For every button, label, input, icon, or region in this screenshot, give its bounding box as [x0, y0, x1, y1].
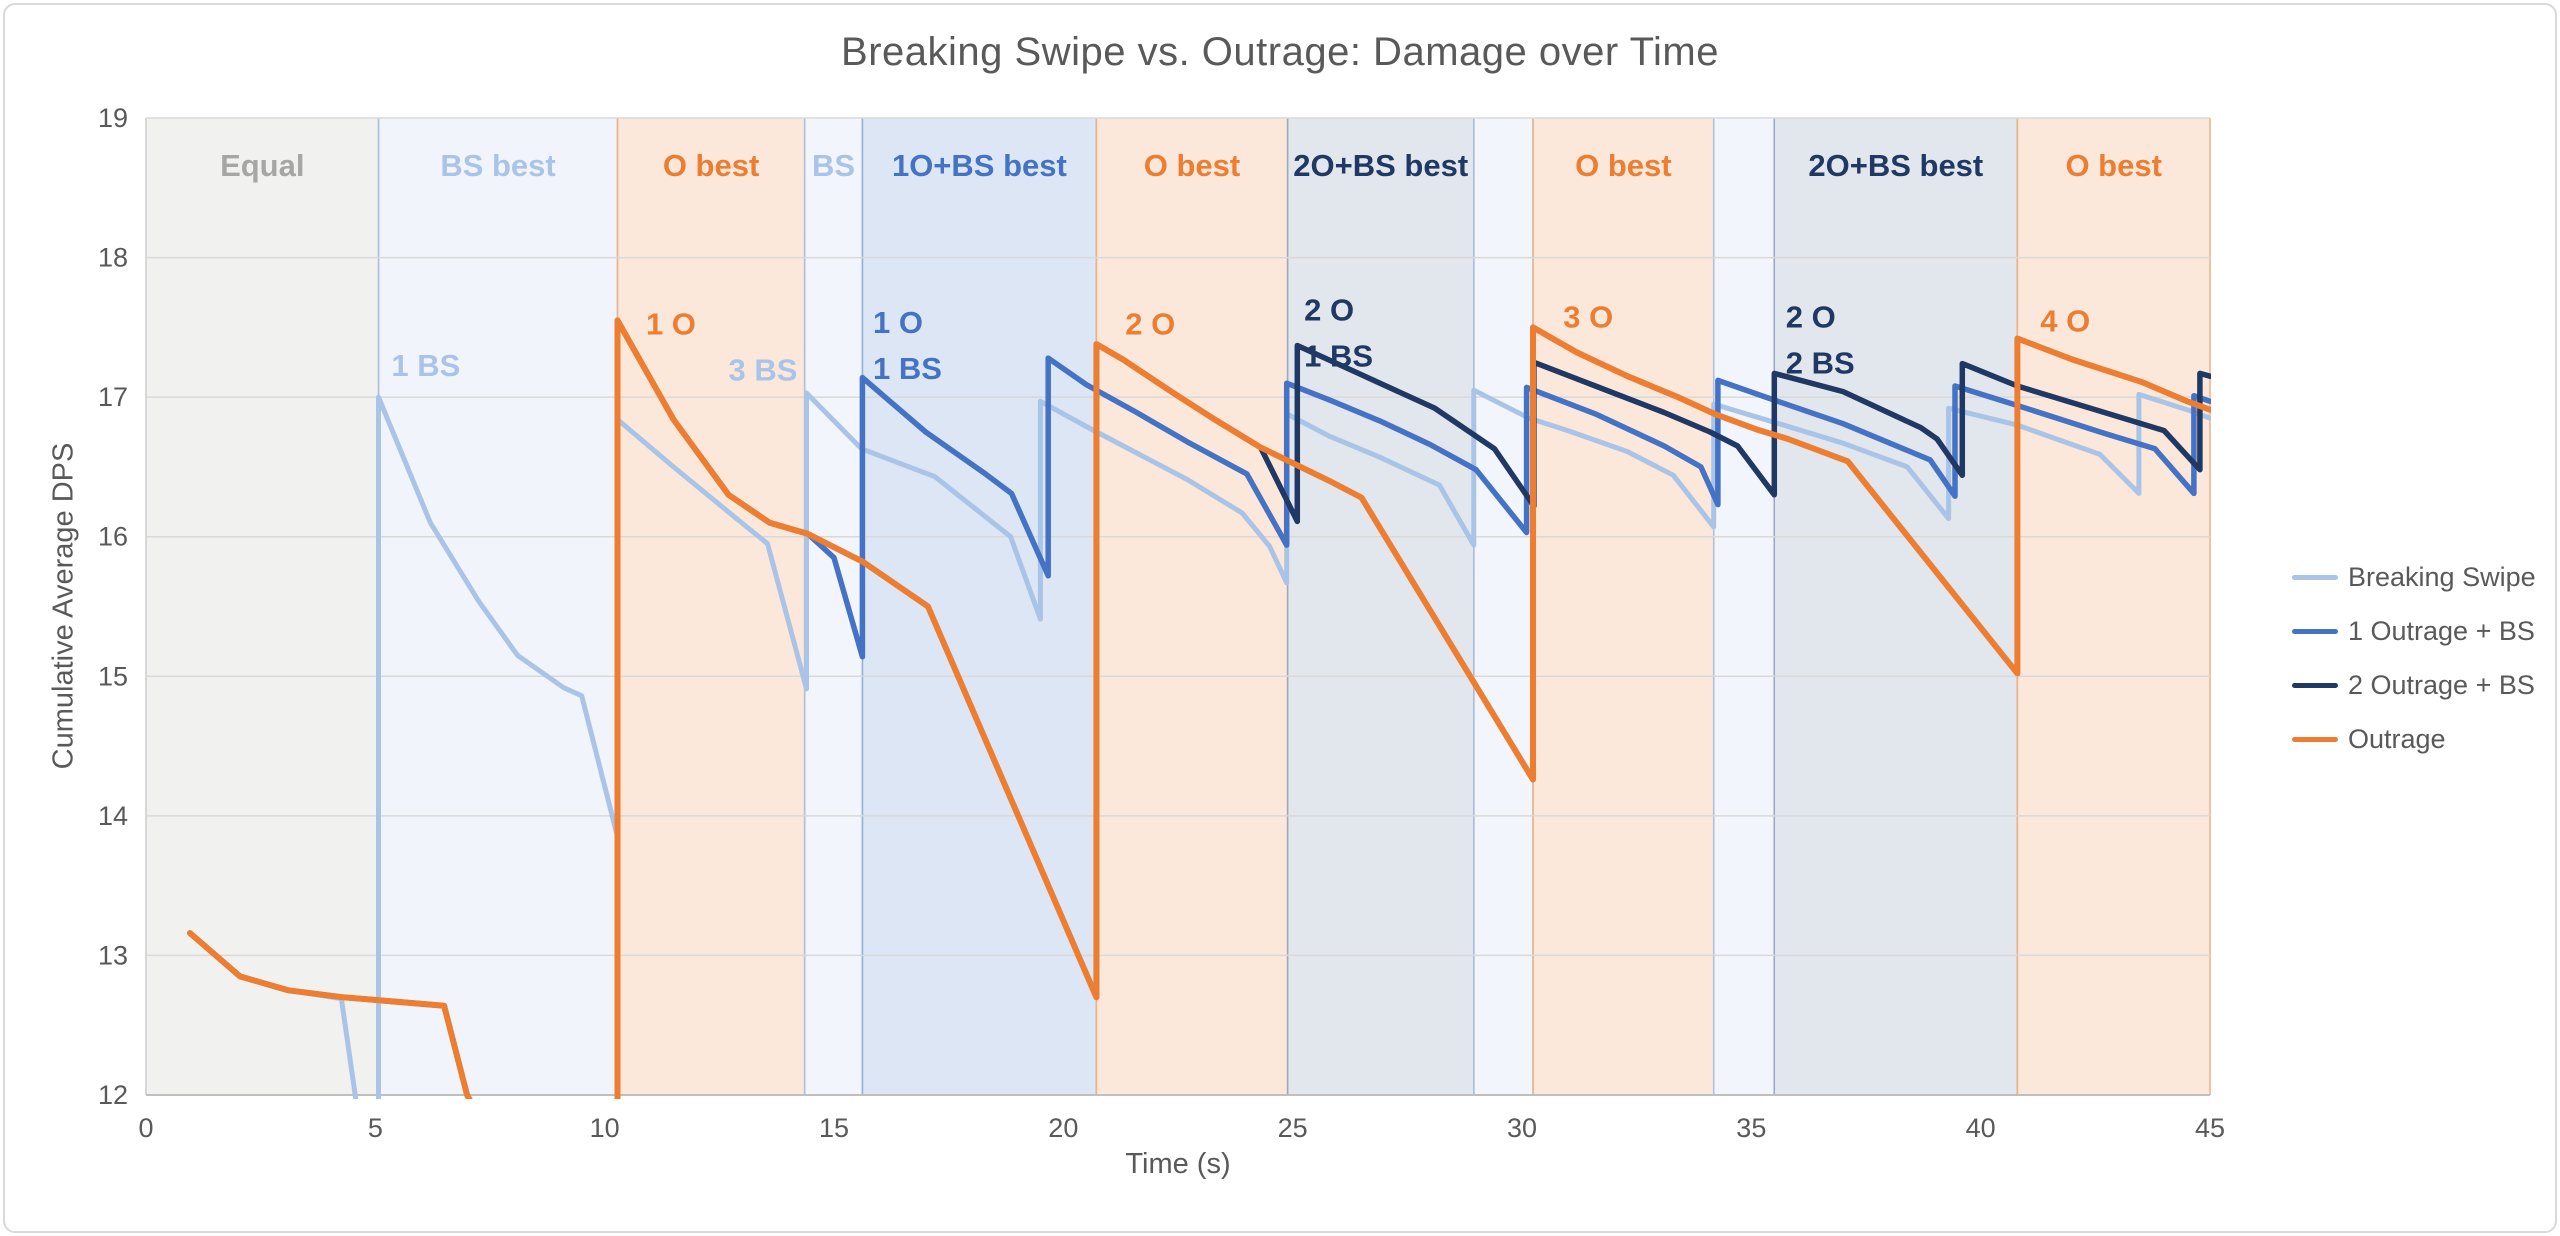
bands-layer — [145, 118, 2211, 1095]
region-band-5 — [1096, 118, 1288, 1095]
region-band-3 — [804, 118, 863, 1095]
annotation-3-o: 3 O — [1563, 299, 1613, 334]
region-band-6 — [1287, 118, 1474, 1095]
y-tick-16: 16 — [98, 522, 128, 552]
chart-title: Breaking Swipe vs. Outrage: Damage over … — [841, 30, 1719, 74]
region-band-1 — [378, 118, 618, 1095]
annotation-1-bs: 1 BS — [391, 348, 460, 383]
band-label-equal: Equal — [220, 148, 304, 183]
legend-item-2-outrage-bs: 2 Outrage + BS — [2292, 658, 2536, 712]
annotation-3-bs: 3 BS — [729, 352, 798, 387]
region-band-0 — [146, 118, 379, 1095]
y-tick-15: 15 — [98, 661, 128, 691]
legend-label: Outrage — [2348, 723, 2446, 754]
annotation-1-o: 1 O — [646, 306, 696, 341]
legend-label: 2 Outrage + BS — [2348, 669, 2535, 700]
legend-item-outrage: Outrage — [2292, 712, 2536, 766]
region-band-8 — [1533, 118, 1714, 1095]
x-tick-20: 20 — [1048, 1113, 1078, 1143]
legend-item-breaking-swipe: Breaking Swipe — [2292, 550, 2536, 604]
x-tick-40: 40 — [1966, 1113, 1996, 1143]
region-band-10 — [1774, 118, 2018, 1095]
y-axis-title: Cumulative Average DPS — [47, 442, 80, 770]
y-tick-14: 14 — [98, 801, 128, 831]
y-tick-17: 17 — [98, 382, 128, 412]
band-label-o-best: O best — [1575, 148, 1671, 183]
legend-item-1-outrage-bs: 1 Outrage + BS — [2292, 604, 2536, 658]
band-label-o-best: O best — [2065, 148, 2161, 183]
band-label-2o-bs-best: 2O+BS best — [1808, 148, 1983, 183]
legend-swatch-icon — [2292, 574, 2338, 580]
legend-swatch-icon — [2292, 628, 2338, 634]
x-tick-25: 25 — [1278, 1113, 1308, 1143]
region-band-9 — [1713, 118, 1775, 1095]
annotation-4-o: 4 O — [2040, 304, 2090, 339]
region-band-11 — [2017, 118, 2210, 1095]
y-tick-18: 18 — [98, 243, 128, 273]
region-band-4 — [862, 118, 1097, 1095]
band-label-bs: BS — [812, 148, 855, 183]
y-tick-13: 13 — [98, 940, 128, 970]
legend-swatch-icon — [2292, 682, 2338, 688]
gridlines-layer — [146, 117, 2210, 1096]
series-layer — [187, 317, 2211, 1099]
series-outrage — [187, 317, 2211, 1099]
legend-label: 1 Outrage + BS — [2348, 615, 2535, 646]
x-tick-45: 45 — [2195, 1113, 2225, 1143]
x-axis-title: Time (s) — [1125, 1148, 1231, 1180]
band-label-2o-bs-best: 2O+BS best — [1293, 148, 1468, 183]
band-label-o-best: O best — [663, 148, 759, 183]
x-tick-30: 30 — [1507, 1113, 1537, 1143]
x-tick-5: 5 — [368, 1113, 383, 1143]
region-band-2 — [617, 118, 805, 1095]
y-tick-12: 12 — [98, 1080, 128, 1110]
band-labels-layer: Equal BS best O best BS 1O+BS best O best 2O+B… — [220, 148, 2162, 183]
legend-swatch-icon — [2292, 736, 2338, 742]
annotation-2-o: 2 O — [1125, 306, 1175, 341]
x-tick-0: 0 — [138, 1113, 153, 1143]
series-breaking-swipe — [187, 387, 2211, 1099]
legend: Breaking Swipe 1 Outrage + BS 2 Outrage + … — [2292, 550, 2536, 766]
band-label-o-best: O best — [1144, 148, 1240, 183]
x-tick-10: 10 — [590, 1113, 620, 1143]
tick-labels-layer: 0 5 10 15 20 25 30 35 40 45 12 13 14 15 16 17 18 19 — [98, 103, 2225, 1143]
band-label-1o-bs-best: 1O+BS best — [892, 148, 1067, 183]
x-tick-15: 15 — [819, 1113, 849, 1143]
band-label-bs-best: BS best — [440, 148, 555, 183]
region-band-7 — [1473, 118, 1534, 1095]
x-tick-35: 35 — [1736, 1113, 1766, 1143]
legend-label: Breaking Swipe — [2348, 561, 2536, 592]
y-tick-19: 19 — [98, 103, 128, 133]
